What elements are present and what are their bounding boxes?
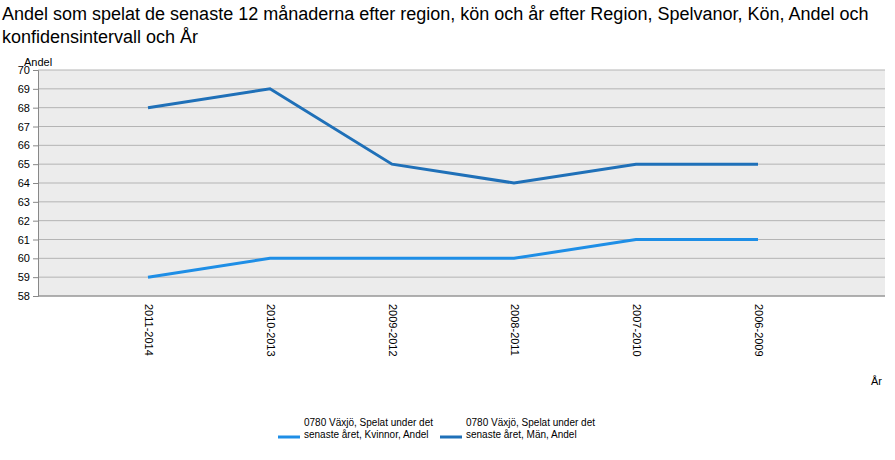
tick: 2010-2013 [265, 296, 277, 357]
chart: Andel som spelat de senaste 12 månaderna… [0, 0, 895, 460]
text-line: senaste året, Kvinnor, Andel [304, 429, 429, 440]
tick-label: 69 [18, 83, 30, 95]
tick: 58 [18, 290, 38, 302]
tick-label: 2006-2009 [753, 304, 765, 357]
text-line: Andel som spelat de senaste 12 månaderna… [2, 4, 869, 24]
tick-mark [33, 221, 38, 222]
tick-label: 2007-2010 [631, 304, 643, 357]
tick: 62 [18, 215, 38, 227]
tick: 2009-2012 [387, 296, 399, 357]
grid-line [38, 70, 885, 71]
tick-mark [33, 183, 38, 184]
grid-line [38, 88, 885, 89]
tick-label: 2008-2011 [509, 304, 521, 356]
tick-mark [33, 277, 38, 278]
tick: 68 [18, 102, 38, 114]
grid-line [38, 296, 885, 297]
grid-line [38, 183, 885, 184]
tick-label: 63 [18, 196, 30, 208]
grid-line [38, 201, 885, 202]
tick: 60 [18, 252, 38, 264]
legend-swatch [440, 436, 462, 439]
tick-mark [33, 108, 38, 109]
series-line [148, 240, 758, 278]
legend-label: 0780 Växjö, Spelat under detsenaste året… [304, 417, 433, 440]
tick-label: 2010-2013 [265, 304, 277, 357]
plot-area [148, 89, 758, 277]
grid-line [38, 126, 885, 127]
tick-mark [33, 127, 38, 128]
tick-mark [33, 70, 38, 71]
tick: 2011-2014 [143, 296, 155, 356]
text-line: 0780 Växjö, Spelat under det [304, 417, 433, 428]
y-axis-title: Andel [24, 56, 52, 68]
tick: 2008-2011 [509, 296, 521, 356]
tick-label: 60 [18, 252, 30, 264]
tick-label: 65 [18, 158, 30, 170]
tick-label: 61 [18, 234, 30, 246]
text-line: konfidensintervall och År [2, 27, 198, 47]
tick-label: 59 [18, 271, 30, 283]
tick: 67 [18, 121, 38, 133]
tick-label: 2011-2014 [143, 304, 155, 356]
tick-label: 66 [18, 139, 30, 151]
text-line: 0780 Växjö, Spelat under det [466, 417, 595, 428]
text-line: senaste året, Män, Andel [466, 429, 577, 440]
grid-line [38, 107, 885, 108]
x-axis-title: År [871, 375, 882, 387]
tick-mark [33, 240, 38, 241]
title: Andel som spelat de senaste 12 månaderna… [2, 4, 869, 47]
legend-swatch [278, 436, 300, 439]
tick: 64 [18, 177, 38, 189]
tick-mark [33, 89, 38, 90]
tick: 61 [18, 234, 38, 246]
grid-line [38, 220, 885, 221]
tick: 2007-2010 [631, 296, 643, 357]
plot-background [38, 70, 885, 296]
legend-item: 0780 Växjö, Spelat under detsenaste året… [440, 417, 595, 440]
axis-line [33, 71, 39, 297]
grid-line [38, 145, 885, 146]
series-line [148, 89, 758, 183]
grid [38, 70, 885, 296]
tick: 65 [18, 158, 38, 170]
tick-mark [33, 258, 38, 259]
tick-mark [33, 296, 38, 297]
tick-mark [33, 145, 38, 146]
tick-label: 68 [18, 102, 30, 114]
y-axis: 58596061626364656667686970 [18, 64, 39, 302]
tick: 2006-2009 [753, 296, 765, 357]
tick: 69 [18, 83, 38, 95]
tick-label: 62 [18, 215, 30, 227]
tick-label: 58 [18, 290, 30, 302]
tick-label: 67 [18, 121, 30, 133]
tick: 63 [18, 196, 38, 208]
tick: 66 [18, 139, 38, 151]
legend: 0780 Växjö, Spelat under detsenaste året… [278, 417, 595, 440]
legend-label: 0780 Växjö, Spelat under detsenaste året… [466, 417, 595, 440]
legend-item: 0780 Växjö, Spelat under detsenaste året… [278, 417, 433, 440]
grid-line [38, 277, 885, 278]
tick-mark [33, 202, 38, 203]
tick: 59 [18, 271, 38, 283]
tick-label: 64 [18, 177, 30, 189]
axis-line [38, 296, 885, 297]
x-axis: 2011-2014 2010-2013 2009-2012 2008-2011 2007… [38, 296, 885, 357]
tick-mark [33, 164, 38, 165]
tick-label: 2009-2012 [387, 304, 399, 357]
